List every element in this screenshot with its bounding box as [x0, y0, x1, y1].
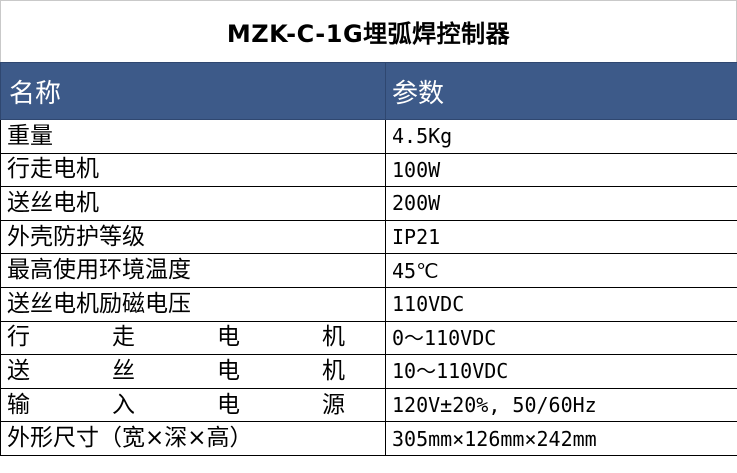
table-row: 重量 4.5Kg [0, 119, 737, 154]
param-name-char: 电 [217, 391, 240, 418]
param-name-cell: 输入电源 [0, 387, 386, 423]
param-name-char: 丝 [112, 357, 135, 384]
param-value-cell: 4.5Kg [385, 119, 737, 154]
table-row: 行走电机 100W [0, 152, 737, 188]
param-name-spaced: 送丝电机 [7, 357, 385, 384]
column-header-name: 名称 [0, 62, 386, 120]
param-name-spaced: 行走电机 [7, 326, 385, 349]
param-name-char: 源 [322, 391, 345, 418]
param-name-cell: 外形尺寸（宽×深×高） [0, 421, 386, 456]
page-title: MZK-C-1G埋弧焊控制器 [0, 0, 737, 62]
column-header-param: 参数 [385, 62, 737, 120]
param-value-cell: 110VDC [385, 286, 737, 322]
param-value-cell: 100W [385, 152, 737, 188]
table-row: 行 走 电 机 0～110VDC [0, 320, 737, 356]
param-name-cell: 行走电机 [0, 152, 386, 188]
param-name-cell: 送丝电机励磁电压 [0, 286, 386, 322]
table-row: 外壳防护等级 IP21 [0, 219, 737, 255]
param-name-cell: 行走电机 [0, 320, 386, 356]
spec-table: 名称 参数 重量 4.5Kg 行走电机 100W 送丝电机 200W 外壳防护等级 IP21 最… [0, 62, 737, 456]
param-name-char: 机 [322, 357, 345, 384]
table-row: 送丝电机励磁电压 110VDC [0, 286, 737, 322]
table-row: 输 入 电 源 120V±20%, 50/60Hz [0, 387, 737, 423]
table-row: 送丝电机 200W [0, 186, 737, 221]
table-header-row: 名称 参数 [0, 62, 737, 120]
param-name-cell: 最高使用环境温度 [0, 253, 386, 288]
table-row: 最高使用环境温度 45℃ [0, 253, 737, 288]
param-name-char: 走 [112, 324, 135, 351]
param-value-cell: 305mm×126mm×242mm [385, 421, 737, 456]
param-name-char: 输 [7, 391, 30, 418]
param-name-char: 送 [7, 357, 30, 384]
param-value-cell: 0～110VDC [385, 320, 737, 356]
param-name-char: 电 [217, 324, 240, 351]
param-name-char: 入 [112, 391, 135, 418]
param-name-char: 电 [217, 357, 240, 384]
param-value-cell: IP21 [385, 219, 737, 255]
param-name-cell: 重量 [0, 119, 386, 154]
table-row: 送 丝 电 机 10～110VDC [0, 354, 737, 389]
param-name-spaced: 输入电源 [7, 391, 385, 418]
param-value-cell: 10～110VDC [385, 354, 737, 389]
param-value-cell: 200W [385, 186, 737, 221]
param-value-cell: 120V±20%, 50/60Hz [385, 387, 737, 423]
param-value-cell: 45℃ [385, 253, 737, 288]
param-name-cell: 外壳防护等级 [0, 219, 386, 255]
param-name-cell: 送丝电机 [0, 186, 386, 221]
param-name-char: 行 [7, 324, 30, 351]
param-name-char: 机 [322, 324, 345, 351]
table-row: 外形尺寸（宽×深×高） 305mm×126mm×242mm [0, 421, 737, 456]
param-name-cell: 送丝电机 [0, 354, 386, 389]
